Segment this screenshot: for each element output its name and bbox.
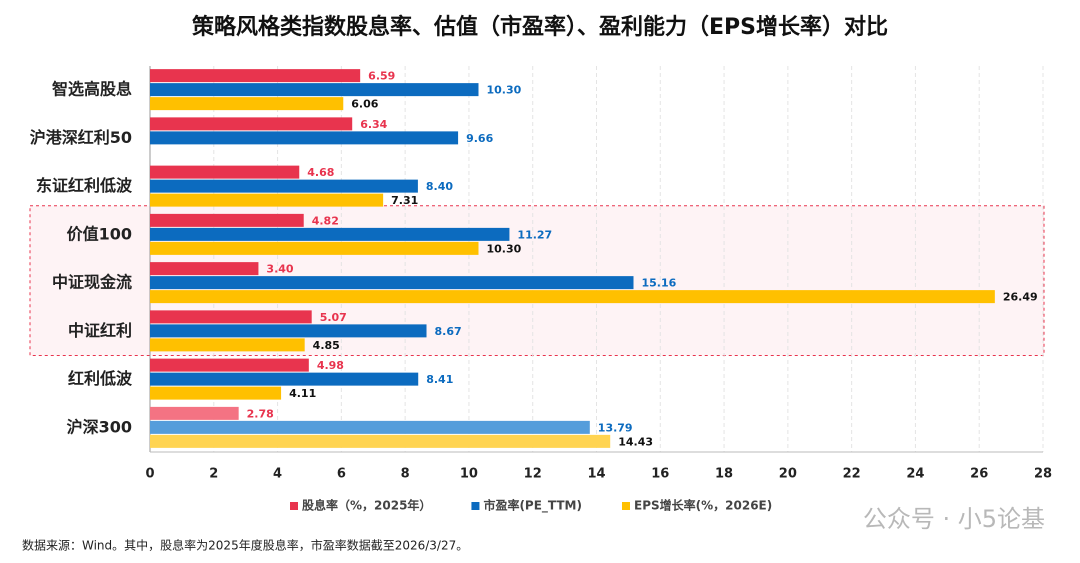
value-label: 6.59 bbox=[368, 70, 395, 83]
bar bbox=[150, 358, 309, 372]
bar bbox=[150, 165, 300, 179]
value-label: 14.43 bbox=[618, 435, 653, 448]
value-label: 2.78 bbox=[247, 407, 274, 420]
bar bbox=[150, 290, 995, 304]
legend-label: 市盈率(PE_TTM) bbox=[483, 498, 582, 514]
bar bbox=[150, 406, 239, 420]
x-tick-label: 24 bbox=[906, 467, 924, 482]
bar bbox=[150, 193, 384, 207]
value-label: 26.49 bbox=[1003, 291, 1038, 304]
bar bbox=[150, 97, 344, 111]
x-tick-label: 2 bbox=[209, 467, 218, 482]
x-tick-label: 26 bbox=[970, 467, 988, 482]
value-label: 4.11 bbox=[289, 387, 316, 400]
value-label: 10.30 bbox=[486, 242, 521, 255]
bar bbox=[150, 131, 459, 145]
bar bbox=[150, 324, 427, 338]
value-label: 15.16 bbox=[641, 277, 676, 290]
value-label: 10.30 bbox=[486, 84, 521, 97]
legend-swatch bbox=[622, 502, 630, 510]
value-label: 4.98 bbox=[317, 359, 344, 372]
legend-label: EPS增长率(%，2026E) bbox=[634, 498, 772, 513]
x-tick-label: 0 bbox=[145, 467, 154, 482]
bar bbox=[150, 179, 418, 193]
bar bbox=[150, 213, 304, 227]
bar bbox=[150, 83, 479, 97]
value-label: 5.07 bbox=[320, 311, 347, 324]
value-label: 8.40 bbox=[426, 180, 453, 193]
legend-swatch bbox=[471, 502, 480, 510]
x-tick-label: 28 bbox=[1034, 467, 1052, 482]
bar bbox=[150, 434, 611, 448]
x-tick-label: 8 bbox=[401, 467, 410, 482]
category-label: 智选高股息 bbox=[52, 80, 132, 99]
category-label: 中证红利 bbox=[68, 321, 132, 340]
bar bbox=[150, 262, 259, 276]
value-label: 4.85 bbox=[313, 339, 340, 352]
category-label: 沪港深红利50 bbox=[30, 128, 132, 147]
category-label: 红利低波 bbox=[68, 369, 133, 388]
value-label: 3.40 bbox=[266, 263, 293, 276]
x-tick-label: 10 bbox=[460, 467, 478, 482]
category-label: 东证红利低波 bbox=[36, 176, 133, 195]
bar bbox=[150, 338, 305, 352]
bar bbox=[150, 241, 479, 255]
bar bbox=[150, 227, 510, 241]
x-tick-label: 4 bbox=[273, 467, 282, 482]
bar bbox=[150, 310, 312, 324]
bar bbox=[150, 372, 419, 386]
source-note: 数据来源：Wind。其中，股息率为2025年度股息率，市盈率数据截至2026/3… bbox=[22, 538, 468, 553]
x-tick-label: 18 bbox=[715, 467, 733, 482]
chart-title: 策略风格类指数股息率、估值（市盈率）、盈利能力（EPS增长率）对比 bbox=[192, 14, 888, 40]
x-tick-label: 14 bbox=[587, 467, 605, 482]
category-label: 沪深300 bbox=[67, 417, 132, 436]
value-label: 7.31 bbox=[391, 194, 418, 207]
x-tick-label: 20 bbox=[779, 467, 797, 482]
legend-label: 股息率（%，2025年） bbox=[302, 498, 431, 513]
bar bbox=[150, 276, 634, 290]
category-label: 中证现金流 bbox=[52, 273, 132, 292]
bar bbox=[150, 117, 353, 131]
value-label: 8.41 bbox=[426, 373, 453, 386]
value-label: 8.67 bbox=[435, 325, 462, 338]
value-label: 6.06 bbox=[351, 98, 378, 111]
x-tick-label: 22 bbox=[843, 467, 861, 482]
value-label: 9.66 bbox=[466, 132, 493, 145]
value-label: 4.68 bbox=[307, 166, 334, 179]
x-tick-label: 12 bbox=[524, 467, 542, 482]
bar bbox=[150, 420, 590, 434]
value-label: 11.27 bbox=[517, 228, 552, 241]
category-label: 价值100 bbox=[67, 224, 132, 243]
bar bbox=[150, 69, 361, 83]
legend-swatch bbox=[290, 502, 298, 510]
value-label: 4.82 bbox=[312, 214, 339, 227]
x-tick-label: 6 bbox=[337, 467, 346, 482]
value-label: 6.34 bbox=[360, 118, 387, 131]
value-label: 13.79 bbox=[598, 421, 633, 434]
x-tick-label: 16 bbox=[651, 467, 669, 482]
bar bbox=[150, 386, 282, 400]
watermark: 公众号 · 小5论基 bbox=[863, 505, 1045, 533]
